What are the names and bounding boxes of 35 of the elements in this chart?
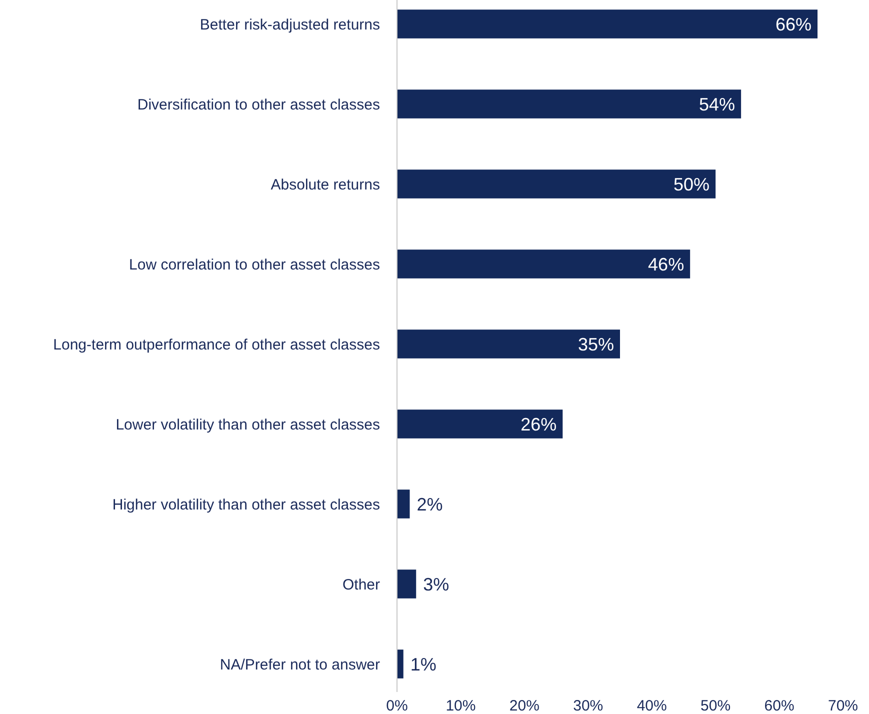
bar — [397, 570, 416, 598]
data-label: 2% — [416, 494, 443, 514]
x-tick-label: 20% — [509, 698, 540, 714]
data-label: 35% — [578, 334, 614, 354]
data-label: 1% — [410, 654, 436, 674]
x-tick-label: 0% — [386, 698, 408, 714]
y-tick-label: NA/Prefer not to answer — [220, 656, 380, 674]
x-tick-label: 60% — [764, 698, 794, 714]
x-tick-label: 50% — [700, 698, 731, 714]
bar — [397, 10, 818, 38]
data-label: 26% — [520, 414, 557, 434]
data-label: 50% — [674, 174, 710, 194]
data-label: 46% — [648, 254, 684, 274]
y-tick-label: Better risk-adjusted returns — [200, 16, 380, 34]
x-tick-label: 10% — [446, 698, 476, 714]
bar — [397, 410, 563, 438]
bar — [397, 330, 620, 358]
x-tick-label: 40% — [636, 698, 667, 714]
bar — [397, 90, 742, 118]
x-tick-label: 70% — [828, 698, 858, 714]
data-label: 66% — [775, 14, 812, 34]
y-tick-label: Lower volatility than other asset classes — [116, 416, 380, 434]
y-tick-label: Absolute returns — [270, 176, 380, 194]
data-label: 3% — [423, 574, 450, 594]
bar — [397, 490, 410, 518]
y-tick-label: Long-term outperformance of other asset classes — [53, 336, 380, 354]
bar — [397, 170, 716, 198]
y-tick-label: Low correlation to other asset classes — [129, 256, 380, 274]
bar — [397, 650, 404, 678]
y-tick-label: Diversification to other asset classes — [137, 96, 380, 114]
x-tick-label: 30% — [573, 698, 604, 714]
y-tick-label: Higher volatility than other asset classes — [112, 496, 380, 514]
y-tick-label: Other — [342, 576, 380, 594]
data-label: 54% — [699, 94, 736, 114]
bar — [397, 250, 690, 278]
